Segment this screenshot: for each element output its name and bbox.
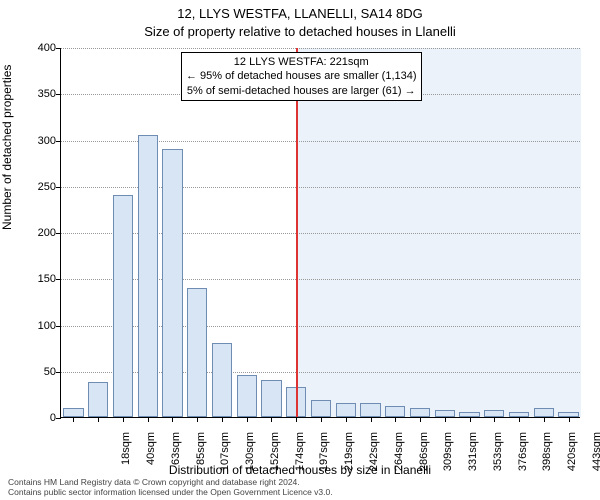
- x-tick-mark: [197, 417, 198, 422]
- x-tick-label: 130sqm: [244, 432, 256, 482]
- y-tick-label: 0: [6, 412, 56, 424]
- histogram-bar: [138, 135, 158, 417]
- x-tick-mark: [148, 417, 149, 422]
- y-tick-label: 200: [6, 227, 56, 239]
- y-tick-label: 50: [6, 366, 56, 378]
- x-tick-label: 398sqm: [541, 432, 553, 482]
- reference-line: [296, 48, 298, 417]
- x-tick-mark: [445, 417, 446, 422]
- y-tick-mark: [56, 94, 61, 95]
- y-tick-mark: [56, 141, 61, 142]
- x-tick-label: 309sqm: [442, 432, 454, 482]
- histogram-bar: [88, 382, 108, 417]
- x-tick-mark: [470, 417, 471, 422]
- x-tick-label: 376sqm: [517, 432, 529, 482]
- histogram-bar: [162, 149, 182, 417]
- x-tick-mark: [123, 417, 124, 422]
- y-tick-mark: [56, 326, 61, 327]
- chart-title-line1: 12, LLYS WESTFA, LLANELLI, SA14 8DG: [0, 6, 600, 21]
- y-tick-mark: [56, 187, 61, 188]
- x-tick-label: 242sqm: [368, 432, 380, 482]
- y-tick-mark: [56, 48, 61, 49]
- x-tick-mark: [346, 417, 347, 422]
- x-tick-mark: [222, 417, 223, 422]
- x-tick-mark: [321, 417, 322, 422]
- histogram-bar: [261, 380, 281, 417]
- annotation-line1: 12 LLYS WESTFA: 221sqm: [186, 55, 417, 69]
- histogram-bar: [63, 408, 83, 417]
- histogram-bar: [187, 288, 207, 418]
- x-tick-label: 197sqm: [318, 432, 330, 482]
- x-tick-label: 264sqm: [393, 432, 405, 482]
- y-tick-mark: [56, 233, 61, 234]
- y-tick-label: 350: [6, 88, 56, 100]
- y-tick-label: 150: [6, 273, 56, 285]
- x-tick-label: 353sqm: [492, 432, 504, 482]
- histogram-bar: [311, 400, 331, 417]
- y-tick-label: 100: [6, 320, 56, 332]
- x-tick-mark: [420, 417, 421, 422]
- plot-area: 12 LLYS WESTFA: 221sqm ← 95% of detached…: [60, 48, 580, 418]
- x-tick-mark: [395, 417, 396, 422]
- annotation-line2: ← 95% of detached houses are smaller (1,…: [186, 69, 417, 83]
- x-tick-label: 219sqm: [343, 432, 355, 482]
- x-tick-label: 331sqm: [467, 432, 479, 482]
- annotation-line3: 5% of semi-detached houses are larger (6…: [186, 84, 417, 98]
- x-tick-label: 63sqm: [170, 432, 182, 482]
- histogram-bar: [360, 403, 380, 417]
- x-tick-label: 18sqm: [120, 432, 132, 482]
- x-tick-label: 40sqm: [145, 432, 157, 482]
- y-tick-mark: [56, 279, 61, 280]
- x-tick-label: 443sqm: [591, 432, 600, 482]
- chart-container: { "chart": { "type": "histogram", "title…: [0, 0, 600, 500]
- histogram-bar: [113, 195, 133, 417]
- x-tick-label: 85sqm: [195, 432, 207, 482]
- x-tick-mark: [296, 417, 297, 422]
- histogram-bar: [534, 408, 554, 417]
- x-tick-mark: [271, 417, 272, 422]
- y-tick-mark: [56, 372, 61, 373]
- x-tick-mark: [172, 417, 173, 422]
- x-tick-mark: [494, 417, 495, 422]
- annotation-box: 12 LLYS WESTFA: 221sqm ← 95% of detached…: [181, 52, 422, 101]
- y-tick-label: 400: [6, 42, 56, 54]
- histogram-bar: [410, 408, 430, 417]
- histogram-bar: [484, 410, 504, 417]
- histogram-bar: [336, 403, 356, 417]
- x-tick-mark: [98, 417, 99, 422]
- gridline: [61, 48, 580, 49]
- x-tick-mark: [371, 417, 372, 422]
- y-tick-mark: [56, 418, 61, 419]
- x-tick-label: 174sqm: [294, 432, 306, 482]
- x-tick-mark: [247, 417, 248, 422]
- histogram-bar: [212, 343, 232, 417]
- x-tick-label: 152sqm: [269, 432, 281, 482]
- x-tick-label: 107sqm: [219, 432, 231, 482]
- x-tick-label: 286sqm: [418, 432, 430, 482]
- x-tick-mark: [544, 417, 545, 422]
- chart-title-line2: Size of property relative to detached ho…: [0, 24, 600, 39]
- histogram-bar: [385, 406, 405, 417]
- histogram-bar: [237, 375, 257, 417]
- footer-line2: Contains public sector information licen…: [8, 487, 333, 497]
- x-tick-label: 420sqm: [566, 432, 578, 482]
- y-tick-label: 300: [6, 135, 56, 147]
- x-tick-mark: [569, 417, 570, 422]
- histogram-bar: [435, 410, 455, 417]
- y-tick-label: 250: [6, 181, 56, 193]
- x-tick-mark: [73, 417, 74, 422]
- x-tick-mark: [519, 417, 520, 422]
